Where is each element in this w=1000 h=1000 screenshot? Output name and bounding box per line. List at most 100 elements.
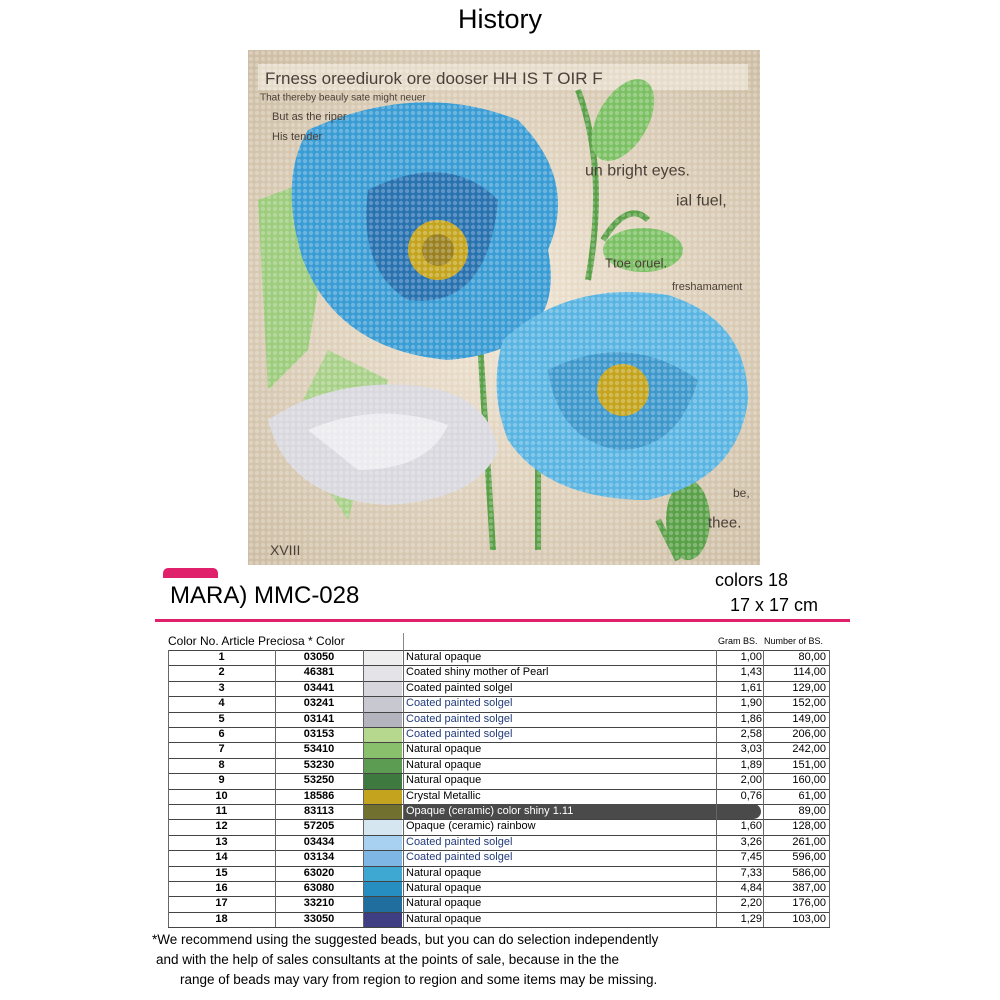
footnote-line: range of beads may vary from region to r…	[180, 972, 658, 987]
description: Natural opaque	[406, 912, 482, 925]
color-no: 8	[218, 758, 225, 771]
row-line	[168, 834, 830, 836]
count: 114,00	[793, 666, 826, 679]
color-no: 13	[215, 835, 228, 848]
row-line	[168, 911, 830, 913]
article: 03134	[303, 851, 335, 864]
description: Natural opaque	[406, 774, 482, 787]
article: 57205	[303, 820, 335, 833]
color-no: 4	[218, 697, 225, 710]
row-line	[168, 850, 830, 852]
count: 103,00	[792, 912, 826, 925]
description: Natural opaque	[406, 651, 482, 663]
color-no: 14	[215, 851, 228, 864]
color-no: 11	[215, 805, 228, 817]
gram: 1,86	[740, 712, 762, 725]
description: Coated painted solgel	[406, 728, 513, 740]
swatch	[364, 820, 402, 835]
description: Crystal Metallic	[406, 789, 481, 802]
swatch	[364, 697, 402, 712]
article: 53250	[303, 774, 335, 787]
color-no: 10	[215, 789, 228, 802]
description: Coated painted solgel	[406, 851, 513, 864]
color-no: 6	[218, 728, 225, 740]
description: Natural opaque	[406, 897, 482, 910]
row-line	[168, 650, 830, 651]
description: Opaque (ceramic) color shiny 1.11	[404, 804, 761, 819]
count: 242,00	[792, 743, 826, 756]
picture-text: That thereby beauly sate might neuer	[260, 93, 426, 104]
count: 261,00	[792, 835, 826, 848]
picture-text: XVIII	[270, 542, 300, 558]
article: 53410	[303, 743, 335, 756]
description: Coated painted solgel	[406, 681, 513, 694]
swatch	[364, 882, 402, 897]
gram: 1,90	[740, 697, 762, 710]
gram: 1,89	[740, 758, 762, 771]
gram: 1,29	[740, 912, 762, 925]
bead-picture: Frness oreediurok ore dooser HH IS T OIR…	[248, 50, 760, 565]
row-line	[168, 665, 830, 667]
description: Opaque (ceramic) rainbow	[406, 820, 536, 833]
swatch	[364, 789, 402, 804]
color-no: 15	[215, 866, 228, 879]
count: 387,00	[792, 882, 826, 894]
color-no: 16	[215, 882, 228, 894]
count: 89,00	[798, 805, 826, 817]
article: 03153	[303, 728, 335, 740]
count: 152,00	[792, 697, 826, 710]
gram: 1,00	[740, 651, 762, 663]
title: History	[457, 4, 542, 34]
description: Natural opaque	[406, 758, 482, 771]
row-line	[168, 742, 830, 744]
description: Natural opaque	[406, 866, 482, 879]
swatch	[364, 866, 402, 881]
gram: 1,43	[740, 666, 762, 679]
picture-text: Frness oreediurok ore dooser HH IS T OIR…	[265, 69, 603, 88]
col-line	[363, 650, 364, 928]
color-count: colors 18	[715, 570, 789, 590]
article: 53230	[303, 758, 335, 771]
gram: 1,61	[740, 681, 762, 694]
article: 03241	[303, 697, 335, 710]
picture-text: freshamament	[672, 281, 742, 293]
row-line	[168, 680, 830, 682]
color-no: 17	[215, 897, 228, 910]
article: 63080	[303, 882, 335, 894]
picture-text: Ttoe oruel.	[605, 256, 667, 271]
article: 46381	[303, 666, 335, 679]
picture-text: But as the riper	[272, 111, 347, 123]
swatch	[364, 774, 402, 789]
swatch	[364, 743, 402, 758]
row-line	[168, 881, 830, 882]
col-line	[403, 650, 404, 928]
gram: 2,20	[740, 897, 762, 910]
description: Natural opaque	[406, 882, 482, 894]
gram: 3,03	[740, 743, 762, 756]
article: 33210	[303, 897, 335, 910]
row-line	[168, 773, 830, 775]
row-line	[168, 896, 830, 898]
count: 160,00	[792, 774, 826, 787]
product-code: MARA) MMC-028	[170, 582, 360, 609]
description: Coated painted solgel	[406, 712, 513, 725]
count: 176,00	[792, 897, 826, 910]
color-no: 3	[218, 681, 225, 694]
header-cell: Gram BS.	[718, 636, 758, 646]
swatch	[364, 681, 402, 697]
col-line	[763, 650, 764, 928]
article: 63020	[303, 866, 335, 879]
col-line	[168, 650, 169, 928]
row-line	[168, 727, 830, 728]
row-line	[168, 788, 830, 790]
swatch	[364, 712, 402, 727]
swatch	[364, 651, 402, 666]
header-cell: Color No. Article Preciosa * Color	[168, 634, 345, 648]
article: 18586	[303, 789, 335, 802]
article: 03050	[303, 651, 335, 663]
swatch	[364, 666, 402, 681]
color-no: 12	[215, 820, 228, 833]
count: 149,00	[792, 712, 826, 725]
row-line	[168, 711, 830, 713]
